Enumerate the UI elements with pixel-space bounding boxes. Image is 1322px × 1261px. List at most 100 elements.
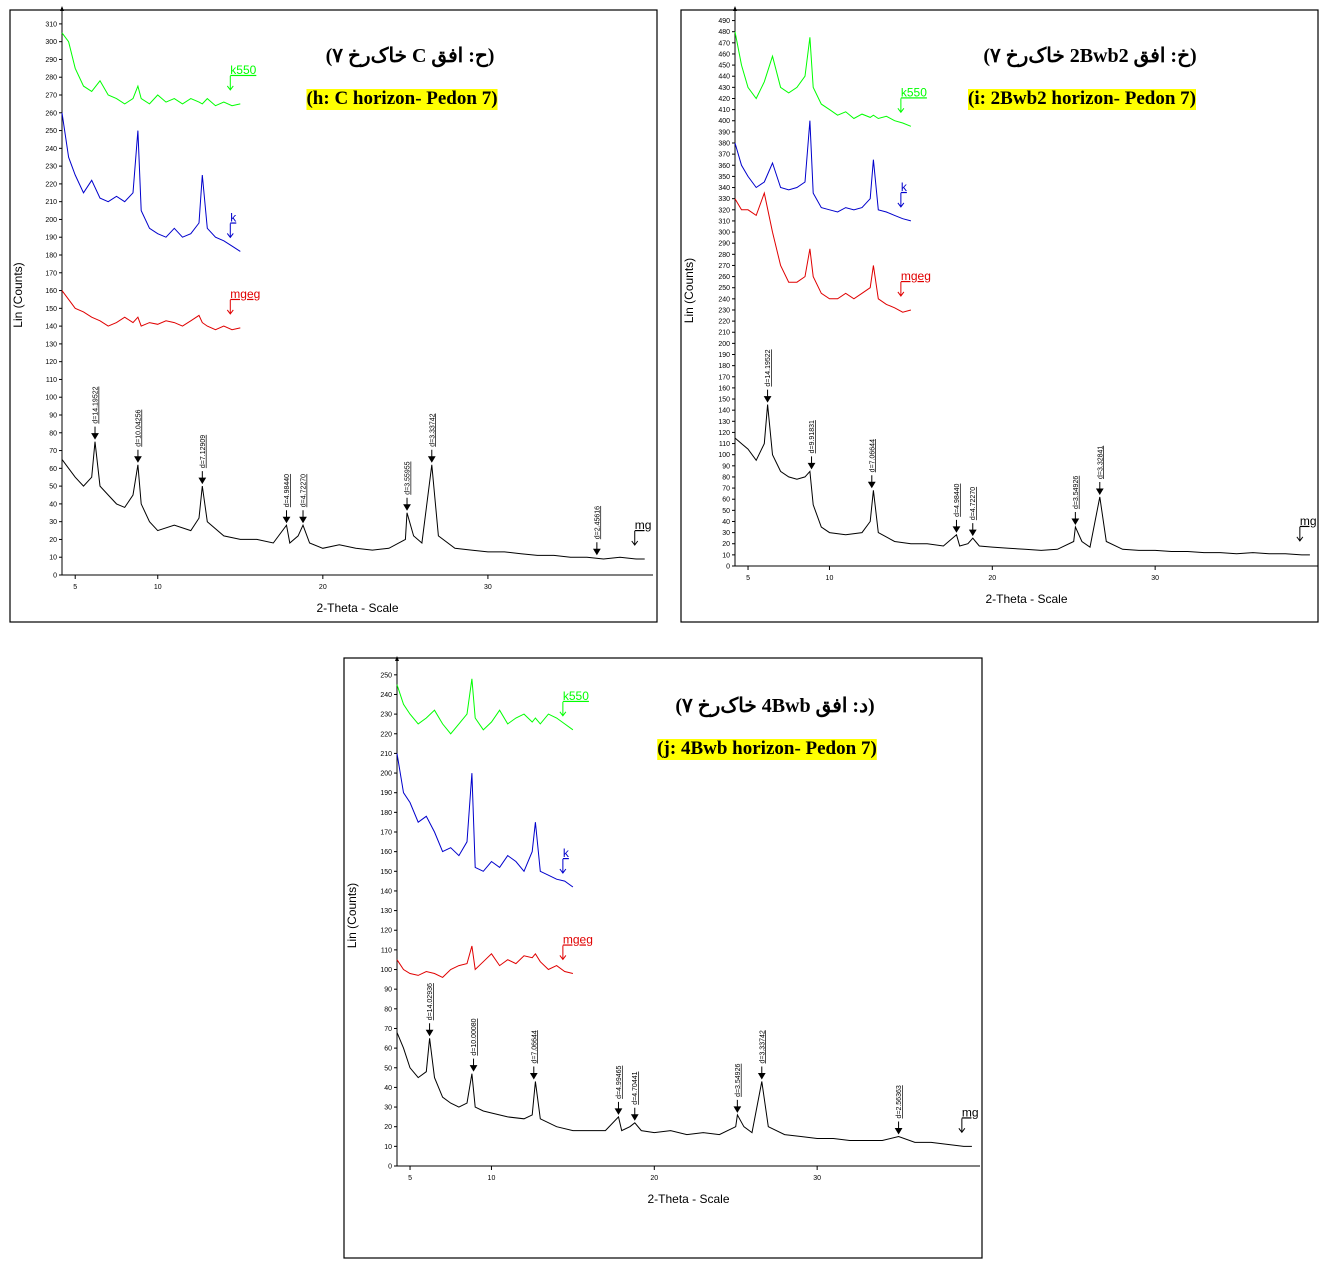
chart: 0 10 20 30 40 50 60 70 80 90 100 110 120 130 140 150 160… <box>680 6 1319 623</box>
chart-subtitle: (i: 2Bwb2 horizon- Pedon 7) <box>968 88 1196 109</box>
y-tick-label: 40 <box>722 519 730 526</box>
y-tick-label: 170 <box>45 270 57 277</box>
peak-arrow <box>1095 481 1104 495</box>
series-label: mg <box>962 1105 979 1119</box>
y-axis-arrow <box>395 656 399 661</box>
y-tick-label: 180 <box>718 363 730 370</box>
y-tick-label: 10 <box>722 552 730 559</box>
y-tick-label: 60 <box>49 466 57 473</box>
y-tick-label: 20 <box>722 541 730 548</box>
peak-label: d=9.91831 <box>809 420 816 453</box>
y-tick-label: 90 <box>49 413 57 420</box>
peak-label: d=4.72270 <box>970 487 977 520</box>
peak-label: d=14.19522 <box>93 386 100 423</box>
peak-label: d=7.12909 <box>200 435 207 468</box>
peak-arrow <box>952 519 961 533</box>
y-tick-label: 0 <box>388 1164 392 1171</box>
peak-label: d=3.54926 <box>1073 476 1080 509</box>
subtitle-highlight <box>657 739 877 760</box>
chart-frame <box>343 657 983 1259</box>
y-tick-label: 190 <box>718 352 730 359</box>
series-label-arrow <box>559 859 567 874</box>
peak-label: d=4.99465 <box>616 1065 623 1098</box>
series-line <box>734 404 1310 556</box>
series-label: k550 <box>230 63 256 77</box>
peak-arrow <box>614 1101 623 1115</box>
series-label-arrow <box>958 1118 966 1134</box>
y-tick-label: 440 <box>718 74 730 81</box>
y-axis-arrow <box>60 6 64 11</box>
y-tick-label: 170 <box>718 374 730 381</box>
y-tick-label: 280 <box>45 75 57 82</box>
peak-arrow <box>630 1107 639 1121</box>
x-tick-label: 5 <box>408 1175 412 1182</box>
y-tick-label: 260 <box>718 274 730 281</box>
series-line <box>396 1032 972 1147</box>
y-tick-label: 350 <box>718 174 730 181</box>
y-tick-label: 250 <box>380 672 392 679</box>
y-tick-label: 130 <box>718 419 730 426</box>
y-tick-label: 260 <box>45 110 57 117</box>
y-tick-label: 310 <box>718 218 730 225</box>
y-tick-label: 170 <box>380 830 392 837</box>
y-tick-label: 70 <box>49 448 57 455</box>
peak-label: d=7.06644 <box>869 439 876 472</box>
series-line <box>396 678 574 735</box>
y-tick-label: 280 <box>718 252 730 259</box>
peak-label: d=14.02936 <box>427 983 434 1020</box>
series-label: k <box>563 846 570 860</box>
y-tick-label: 340 <box>718 185 730 192</box>
series-label: mgeg <box>563 932 593 946</box>
chart-title: (د: افق 4Bwb خاک‌رخ ۷) <box>675 695 874 718</box>
y-tick-label: 270 <box>45 93 57 100</box>
series-line <box>734 191 912 313</box>
series-line <box>396 945 574 979</box>
y-tick-label: 110 <box>381 947 392 954</box>
y-tick-label: 300 <box>45 39 57 46</box>
peak-arrow <box>134 449 142 463</box>
peak-label: d=14.19522 <box>765 349 772 386</box>
y-tick-label: 450 <box>718 63 730 70</box>
y-tick-label: 250 <box>718 285 730 292</box>
series-label-arrow <box>559 945 567 961</box>
peak-arrow <box>469 1058 478 1072</box>
y-tick-label: 220 <box>380 731 392 738</box>
y-tick-label: 400 <box>718 118 730 125</box>
peak-label: d=4.70441 <box>632 1071 639 1104</box>
y-tick-label: 190 <box>380 790 392 797</box>
peak-arrow <box>894 1121 903 1135</box>
y-tick-label: 50 <box>722 508 730 515</box>
y-tick-label: 130 <box>380 908 392 915</box>
peak-arrow <box>529 1066 538 1080</box>
y-tick-label: 10 <box>384 1144 392 1151</box>
y-tick-label: 310 <box>45 21 57 28</box>
y-tick-label: 460 <box>718 51 730 58</box>
y-tick-label: 480 <box>718 29 730 36</box>
y-tick-label: 380 <box>718 141 730 148</box>
y-tick-label: 80 <box>384 1006 392 1013</box>
series-label-arrow <box>226 75 234 91</box>
y-tick-label: 140 <box>45 324 57 331</box>
x-tick-label: 20 <box>319 584 327 591</box>
y-tick-label: 190 <box>45 235 57 242</box>
y-tick-label: 130 <box>45 341 57 348</box>
chart-frame <box>9 9 658 623</box>
y-tick-label: 220 <box>45 181 57 188</box>
y-tick-label: 140 <box>718 408 730 415</box>
chart-subtitle: (j: 4Bwb horizon- Pedon 7) <box>657 738 877 759</box>
series-label-arrow <box>226 223 234 239</box>
y-tick-label: 50 <box>49 484 57 491</box>
series-label: k550 <box>901 85 927 99</box>
y-tick-label: 410 <box>718 107 730 114</box>
y-tick-label: 40 <box>384 1085 392 1092</box>
y-tick-label: 30 <box>722 530 730 537</box>
peak-arrow <box>763 389 772 403</box>
y-tick-label: 330 <box>718 196 730 203</box>
y-axis-label: Lin (Counts) <box>345 883 359 948</box>
series-line <box>734 120 912 222</box>
series-label: k550 <box>563 689 589 703</box>
y-tick-label: 110 <box>46 377 57 384</box>
peak-label: d=4.98440 <box>954 483 961 516</box>
peak-arrow <box>867 475 876 489</box>
y-tick-label: 360 <box>718 163 730 170</box>
